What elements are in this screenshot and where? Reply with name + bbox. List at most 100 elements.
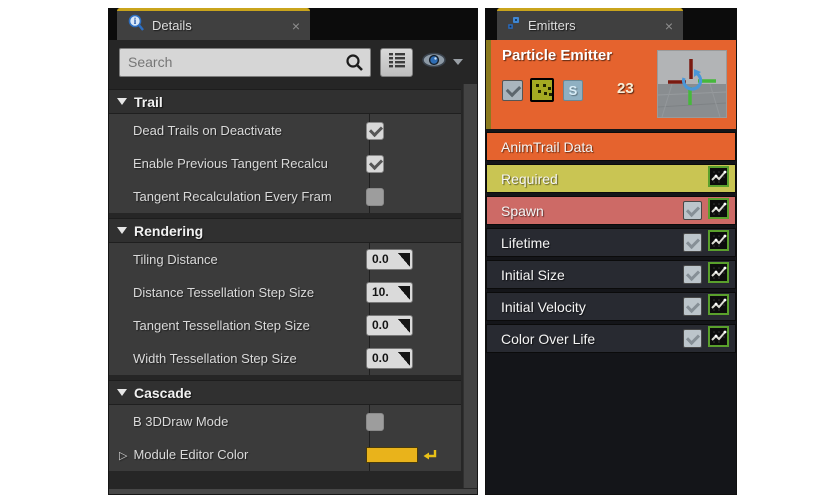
b3ddraw-mode-checkbox[interactable] [366,412,384,431]
module-label: Initial Velocity [501,298,586,315]
drag-grip-icon [398,286,410,300]
emitter-header-main: Particle Emitter S 23 [491,40,736,129]
property-label: Dead Trails on Deactivate [133,123,282,138]
module-row-required[interactable]: Required [486,164,736,193]
emitters-tab-label: Emitters [528,18,576,33]
search-input[interactable] [120,48,370,76]
eye-icon [421,52,447,73]
drag-grip-icon [398,319,410,333]
svg-text:i: i [134,16,137,26]
module-label: Initial Size [501,266,565,283]
section-title: Cascade [134,384,192,401]
details-tabbar: i Details × [108,8,478,40]
curve-graph-icon[interactable] [708,293,729,320]
module-enabled-checkbox[interactable] [683,201,702,220]
view-options-button[interactable] [421,52,463,73]
property-row: Tangent Recalculation Every Fram [109,180,461,213]
list-view-icon [387,51,407,74]
details-tab-close-icon[interactable]: × [291,17,300,34]
property-row: Tiling Distance 0.0 [109,243,461,276]
module-enabled-checkbox[interactable] [683,329,702,348]
panel-bottom-strip [109,489,477,494]
property-label: ▷ Module Editor Color [119,447,249,462]
scrollbar[interactable] [463,84,477,488]
module-label: Required [501,170,558,187]
property-label: Enable Previous Tangent Recalcu [133,156,328,171]
module-row-lifetime[interactable]: Lifetime [486,228,736,257]
module-row-initial-size[interactable]: Initial Size [486,260,736,289]
property-label: Width Tessellation Step Size [133,351,297,366]
module-enabled-checkbox[interactable] [683,233,702,252]
module-row-animtrail-data[interactable]: AnimTrail Data [486,132,736,161]
property-row: ▷ Module Editor Color [109,438,461,471]
emitters-body: Particle Emitter S 23 [485,40,737,495]
tab-details[interactable]: i Details × [117,8,310,40]
property-label: Tiling Distance [133,252,218,267]
details-body: Trail Dead Trails on Deactivate Enable P… [108,40,478,495]
prev-tangent-recalc-checkbox[interactable] [366,154,384,173]
emitter-enabled-checkbox[interactable] [502,79,523,101]
distance-tessellation-input[interactable]: 10. [366,282,413,303]
emitter-controls: S [502,78,583,102]
search-icon [345,53,365,78]
drag-grip-icon [398,253,410,267]
cascade-rows: B 3DDraw Mode ▷ Module Editor Color [109,405,461,471]
module-enabled-checkbox[interactable] [683,297,702,316]
property-row: Dead Trails on Deactivate [109,114,461,147]
property-row: Tangent Tessellation Step Size 0.0 [109,309,461,342]
property-row: Enable Previous Tangent Recalcu [109,147,461,180]
section-header-cascade[interactable]: Cascade [109,380,461,405]
module-enabled-checkbox[interactable] [683,265,702,284]
solo-button[interactable]: S [563,79,583,101]
burst-toggle-button[interactable] [530,78,554,102]
tiling-distance-input[interactable]: 0.0 [366,249,413,270]
module-label: Spawn [501,202,544,219]
tab-emitters[interactable]: Emitters × [497,8,683,40]
width-tessellation-input[interactable]: 0.0 [366,348,413,369]
collapse-arrow-icon [117,227,127,234]
details-panel: i Details × [108,8,478,495]
emitters-panel: Emitters × Particle Emitter S 23 [485,8,737,495]
emitter-selection-edge [486,40,491,129]
list-view-button[interactable] [380,47,413,77]
module-row-initial-velocity[interactable]: Initial Velocity [486,292,736,321]
section-header-trail[interactable]: Trail [109,89,461,114]
emitter-header[interactable]: Particle Emitter S 23 [486,40,736,129]
tangent-tessellation-input[interactable]: 0.0 [366,315,413,336]
chevron-down-icon [453,59,463,65]
column-divider [369,405,370,471]
details-tab-icon: i [127,14,145,37]
rendering-rows: Tiling Distance 0.0 Distance Tessellatio… [109,243,461,375]
property-row: B 3DDraw Mode [109,405,461,438]
dead-trails-checkbox[interactable] [366,121,384,140]
module-row-color-over-life[interactable]: Color Over Life [486,324,736,353]
property-label: B 3DDraw Mode [133,414,229,429]
section-title: Trail [134,93,163,110]
collapse-arrow-icon [117,389,127,396]
curve-graph-icon[interactable] [708,325,729,352]
reset-to-default-icon[interactable] [423,448,437,461]
expand-arrow-icon[interactable]: ▷ [119,450,128,462]
section-title: Rendering [134,222,204,239]
module-editor-color-swatch[interactable] [366,446,418,463]
module-label: Color Over Life [501,330,596,347]
property-row: Width Tessellation Step Size 0.0 [109,342,461,375]
module-label: Lifetime [501,234,551,251]
emitter-thumbnail [657,50,727,118]
emitters-tab-close-icon[interactable]: × [664,17,673,34]
emitters-tabbar: Emitters × [485,8,737,40]
curve-graph-icon[interactable] [708,165,729,192]
curve-graph-icon[interactable] [708,261,729,288]
section-header-rendering[interactable]: Rendering [109,218,461,243]
module-row-spawn[interactable]: Spawn [486,196,736,225]
property-label: Tangent Recalculation Every Fram [133,189,332,204]
property-label: Distance Tessellation Step Size [133,285,315,300]
emitters-tab-icon [507,14,521,37]
curve-graph-icon[interactable] [708,229,729,256]
trail-rows: Dead Trails on Deactivate Enable Previou… [109,114,461,213]
curve-graph-icon[interactable] [708,197,729,224]
peak-particle-count: 23 [617,80,634,97]
tangent-recalc-every-frame-checkbox[interactable] [366,187,384,206]
emitter-name: Particle Emitter [502,47,613,64]
